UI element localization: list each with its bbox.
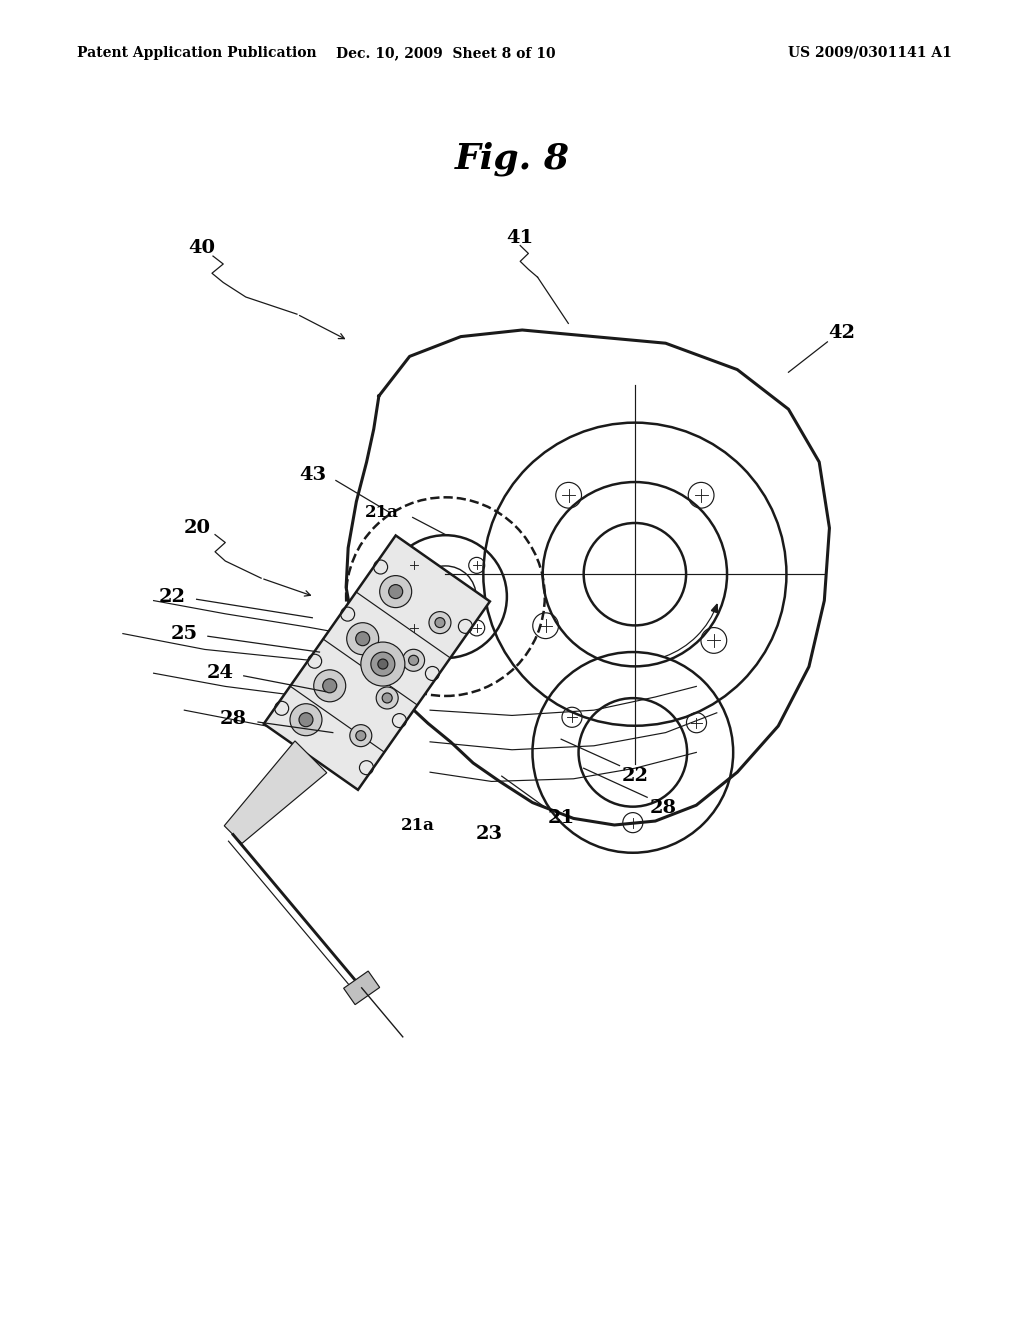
Text: 21: 21 [548, 809, 574, 828]
Text: 42: 42 [828, 323, 855, 342]
Text: 21a: 21a [400, 817, 435, 833]
Polygon shape [264, 536, 489, 789]
Circle shape [355, 632, 370, 645]
Text: 22: 22 [159, 587, 185, 606]
Text: US 2009/0301141 A1: US 2009/0301141 A1 [788, 46, 952, 59]
Circle shape [429, 611, 451, 634]
Circle shape [436, 587, 455, 606]
Circle shape [290, 704, 322, 735]
Text: 22: 22 [622, 767, 648, 785]
Circle shape [380, 576, 412, 607]
Circle shape [376, 686, 398, 709]
Circle shape [355, 731, 366, 741]
Text: 43: 43 [299, 466, 326, 484]
Text: 25: 25 [171, 624, 198, 643]
Text: Dec. 10, 2009  Sheet 8 of 10: Dec. 10, 2009 Sheet 8 of 10 [336, 46, 555, 59]
Circle shape [378, 659, 388, 669]
Circle shape [313, 669, 346, 702]
Polygon shape [224, 741, 327, 843]
Text: 41: 41 [507, 228, 534, 247]
Circle shape [299, 713, 313, 727]
Circle shape [371, 652, 395, 676]
Text: 28: 28 [220, 710, 247, 729]
Text: 21a: 21a [365, 504, 399, 520]
Circle shape [323, 678, 337, 693]
Text: Patent Application Publication: Patent Application Publication [77, 46, 316, 59]
Circle shape [360, 642, 404, 686]
Circle shape [389, 585, 402, 598]
Text: 20: 20 [184, 519, 211, 537]
Text: Fig. 8: Fig. 8 [455, 141, 569, 176]
Circle shape [350, 725, 372, 747]
Circle shape [347, 623, 379, 655]
Text: 28: 28 [650, 799, 677, 817]
Circle shape [435, 618, 445, 627]
Text: 40: 40 [188, 239, 215, 257]
Circle shape [402, 649, 425, 672]
Polygon shape [712, 605, 718, 612]
Text: 23: 23 [476, 825, 503, 843]
Text: 24: 24 [207, 664, 233, 682]
Circle shape [382, 693, 392, 704]
Circle shape [409, 655, 419, 665]
Polygon shape [344, 972, 380, 1005]
